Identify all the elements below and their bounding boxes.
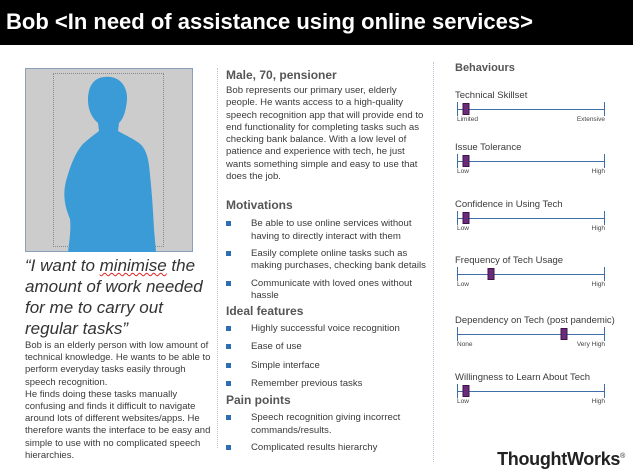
scale-label: Issue Tolerance	[455, 142, 522, 153]
scale-label: Frequency of Tech Usage	[455, 255, 564, 266]
motivations-heading: Motivations	[226, 198, 293, 213]
scale-marker	[462, 212, 470, 224]
scale-low-label: Low	[457, 168, 469, 175]
column-divider	[433, 62, 434, 462]
thoughtworks-logo: ThoughtWorks®	[497, 449, 625, 469]
list-item: Simple interface	[226, 360, 426, 372]
behaviour-scale: Frequency of Tech Usage Low High	[455, 255, 605, 290]
scale-high-label: Very High	[576, 341, 605, 348]
scale-track	[455, 102, 605, 116]
behaviours-section: Behaviours	[455, 62, 610, 74]
scale-track	[455, 384, 605, 398]
ideal-features-list: Highly successful voice recognition Ease…	[226, 323, 426, 390]
scale-marker	[462, 385, 470, 397]
scale-high-label: High	[591, 281, 605, 288]
behaviour-scale: Willingness to Learn About Tech Low High	[455, 372, 605, 407]
behaviours-heading: Behaviours	[455, 62, 515, 74]
list-item: Speech recognition giving incorrect comm…	[226, 412, 426, 437]
list-item: Remember previous tasks	[226, 378, 426, 390]
person-silhouette-icon	[64, 76, 156, 253]
profile-column: Male, 70, pensioner Bob represents our p…	[226, 68, 426, 454]
spellcheck-word: minimise	[99, 256, 167, 275]
profile-description: Bob represents our primary user, elderly…	[226, 85, 424, 183]
scale-label: Willingness to Learn About Tech	[455, 372, 591, 383]
scale-high-label: High	[591, 398, 605, 405]
scale-label: Technical Skillset	[455, 90, 528, 101]
motivations-list: Be able to use online services without h…	[226, 218, 426, 302]
scale-track	[455, 327, 605, 341]
scale-track	[455, 154, 605, 168]
page-title: Bob <In need of assistance using online …	[0, 0, 633, 45]
list-item: Complicated results hierarchy	[226, 442, 426, 454]
scale-marker	[462, 103, 470, 115]
list-item: Be able to use online services without h…	[226, 218, 426, 243]
scale-low-label: Low	[457, 398, 469, 405]
scale-label: Confidence in Using Tech	[455, 199, 563, 210]
behaviour-scale: Confidence in Using Tech Low High	[455, 199, 605, 234]
persona-photo	[25, 68, 193, 253]
behaviour-scale: Dependency on Tech (post pandemic) None Ve…	[455, 315, 615, 350]
scale-marker	[462, 155, 470, 167]
pain-points-heading: Pain points	[226, 393, 291, 408]
scale-label: Dependency on Tech (post pandemic)	[455, 315, 615, 326]
list-item: Ease of use	[226, 341, 426, 353]
column-divider	[217, 68, 218, 448]
scale-low-label: Low	[457, 281, 469, 288]
scale-marker	[487, 268, 495, 280]
scale-track	[455, 211, 605, 225]
behaviour-scale: Issue Tolerance Low High	[455, 142, 605, 177]
scale-high-label: High	[591, 168, 605, 175]
scale-marker	[560, 328, 568, 340]
scale-low-label: Limited	[457, 116, 478, 123]
pain-points-list: Speech recognition giving incorrect comm…	[226, 412, 426, 454]
persona-quote: “I want to minimise the amount of work n…	[25, 256, 203, 338]
scale-track	[455, 267, 605, 281]
persona-bio: Bob is an elderly person with low amount…	[25, 340, 215, 462]
scale-high-label: Extensive	[576, 116, 605, 123]
list-item: Communicate with loved ones without hass…	[226, 278, 426, 303]
scale-high-label: High	[591, 225, 605, 232]
list-item: Highly successful voice recognition	[226, 323, 426, 335]
list-item: Easily complete online tasks such as mak…	[226, 248, 426, 273]
scale-low-label: Low	[457, 225, 469, 232]
bio-paragraph: Bob is an elderly person with low amount…	[25, 340, 211, 388]
scale-low-label: None	[457, 341, 473, 348]
behaviour-scale: Technical Skillset Limited Extensive	[455, 90, 605, 125]
bio-paragraph: He finds doing these tasks manually conf…	[25, 388, 211, 461]
ideal-features-heading: Ideal features	[226, 304, 304, 319]
profile-heading: Male, 70, pensioner	[226, 68, 337, 82]
